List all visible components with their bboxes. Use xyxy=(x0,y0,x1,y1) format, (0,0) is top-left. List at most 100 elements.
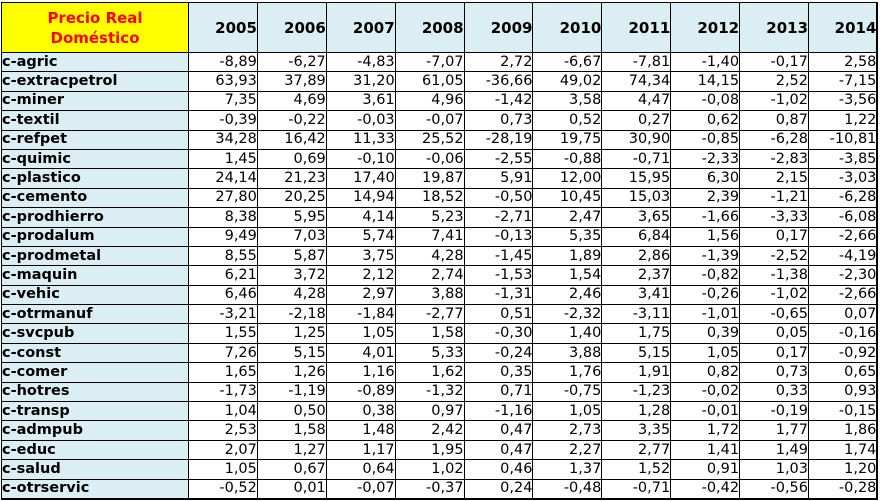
table-row: c-plastico 24,14 21,23 17,40 19,87 5,91 12,00 1… xyxy=(1,168,879,189)
table-cell: 2,42 xyxy=(394,420,465,441)
table-cell: 0,65 xyxy=(808,362,879,383)
table-cell: 11,33 xyxy=(325,129,396,150)
sector-label: c-salud xyxy=(1,459,189,480)
table-row: c-otrservic -0,52 0,01 -0,07 -0,37 0,24 -0,48-… xyxy=(1,478,879,500)
table-cell: 1,05 xyxy=(532,401,603,422)
table-cell: 4,28 xyxy=(394,245,465,267)
table-cell: 1,16 xyxy=(325,362,396,383)
table-cell: 30,90 xyxy=(601,129,672,150)
table-cell: 1,04 xyxy=(188,401,258,422)
table-cell: 37,89 xyxy=(256,71,327,92)
table-cell: 0,01 xyxy=(256,478,327,500)
table-cell: 3,61 xyxy=(325,90,396,112)
sector-label: c-otrservic xyxy=(1,478,189,500)
table-cell: 0,05 xyxy=(739,323,810,344)
table-cell: 0,46 xyxy=(463,459,534,480)
table-cell: 4,69 xyxy=(256,90,327,112)
table-cell: 3,75 xyxy=(325,245,396,267)
table-cell: -0,22 xyxy=(256,110,327,131)
table-cell: 0,17 xyxy=(739,226,810,247)
table-cell: -0,82 xyxy=(670,265,741,286)
table-cell: 14,94 xyxy=(325,187,396,209)
table-cell: 74,34 xyxy=(601,71,672,92)
table-cell: 1,05 xyxy=(670,342,741,364)
table-cell: -1,02 xyxy=(739,284,810,306)
table-cell: 12,00 xyxy=(532,168,603,189)
table-cell: -1,40 xyxy=(670,51,741,73)
table-cell: 1,58 xyxy=(256,420,327,441)
table-cell: 1,41 xyxy=(670,439,741,461)
table-cell: 0,35 xyxy=(463,362,534,383)
table-cell: 0,17 xyxy=(739,342,810,364)
table-cell: 5,15 xyxy=(256,342,327,364)
table-cell: 14,15 xyxy=(670,71,741,92)
table-cell: 0,52 xyxy=(532,110,603,131)
table-row: c-educ 2,07 1,27 1,17 1,95 0,47 2,27 2,77 1,41 1,… xyxy=(1,439,879,461)
table-row: c-comer 1,65 1,26 1,16 1,62 0,35 1,76 1,91 0,82 0… xyxy=(1,362,879,383)
table-cell: 5,87 xyxy=(256,245,327,267)
table-cell: 7,35 xyxy=(188,90,258,112)
table-cell: 1,52 xyxy=(601,459,672,480)
table-cell: 1,40 xyxy=(532,323,603,344)
year-header: 2008 xyxy=(394,2,465,53)
table-cell: -0,01 xyxy=(670,401,741,422)
table-row: c-miner 7,35 4,69 3,61 4,96 -1,42 3,58 4,47 -0,0… xyxy=(1,90,879,112)
sector-label: c-vehic xyxy=(1,284,189,306)
table-cell: -1,53 xyxy=(463,265,534,286)
table-cell: -4,19 xyxy=(808,245,879,267)
table-cell: -2,66 xyxy=(808,226,879,247)
table-cell: 0,62 xyxy=(670,110,741,131)
table-row: c-prodalum 9,49 7,03 5,74 7,41 -0,13 5,35 6,84 1… xyxy=(1,226,879,247)
table-cell: 31,20 xyxy=(325,71,396,92)
table-cell: -10,81 xyxy=(808,129,879,150)
sector-label: c-comer xyxy=(1,362,189,383)
table-cell: 1,55 xyxy=(188,323,258,344)
table-cell: -0,88 xyxy=(532,148,603,170)
table-row: c-vehic 6,46 4,28 2,97 3,88 -1,31 2,46 3,41 -0,2… xyxy=(1,284,879,306)
table-cell: 2,97 xyxy=(325,284,396,306)
table-cell: 1,25 xyxy=(256,323,327,344)
table-cell: 15,95 xyxy=(601,168,672,189)
sector-label: c-const xyxy=(1,342,189,364)
table-cell: 0,69 xyxy=(256,148,327,170)
sector-label: c-textil xyxy=(1,110,189,131)
year-header: 2011 xyxy=(601,2,672,53)
table-cell: 3,58 xyxy=(532,90,603,112)
table-cell: -1,38 xyxy=(739,265,810,286)
table-cell: 61,05 xyxy=(394,71,465,92)
table-cell: 2,39 xyxy=(670,187,741,209)
table-cell: 2,15 xyxy=(739,168,810,189)
sector-label: c-educ xyxy=(1,439,189,461)
table-cell: -6,67 xyxy=(532,51,603,73)
table-cell: -0,07 xyxy=(325,478,396,500)
sector-label: c-extracpetrol xyxy=(1,71,189,92)
table-cell: 0,73 xyxy=(463,110,534,131)
table-cell: -1,84 xyxy=(325,304,396,325)
table-cell: -3,11 xyxy=(601,304,672,325)
table-cell: 24,14 xyxy=(188,168,258,189)
table-cell: 1,20 xyxy=(808,459,879,480)
table-cell: -0,42 xyxy=(670,478,741,500)
sector-label: c-plastico xyxy=(1,168,189,189)
table-cell: 3,72 xyxy=(256,265,327,286)
sector-label: c-otrmanuf xyxy=(1,304,189,325)
year-header: 2013 xyxy=(739,2,810,53)
table-cell: -0,16 xyxy=(808,323,879,344)
table-cell: 0,38 xyxy=(325,401,396,422)
table-cell: 7,41 xyxy=(394,226,465,247)
table-cell: -1,31 xyxy=(463,284,534,306)
table-cell: -3,85 xyxy=(808,148,879,170)
table-row: c-prodmetal 8,55 5,87 3,75 4,28 -1,45 1,89 2,86… xyxy=(1,245,879,267)
table-cell: -0,71 xyxy=(601,148,672,170)
table-cell: -6,28 xyxy=(808,187,879,209)
table-cell: 1,58 xyxy=(394,323,465,344)
table-cell: 1,22 xyxy=(808,110,879,131)
table-cell: 2,73 xyxy=(532,420,603,441)
table-row: c-hotres -1,73 -1,19 -0,89 -1,32 0,71 -0,75 -1,… xyxy=(1,381,879,403)
table-cell: -0,92 xyxy=(808,342,879,364)
table-cell: 3,88 xyxy=(394,284,465,306)
table-cell: -2,18 xyxy=(256,304,327,325)
table-cell: -0,39 xyxy=(188,110,258,131)
table-row: c-cemento 27,80 20,25 14,94 18,52 -0,50 10,45 1… xyxy=(1,187,879,209)
table-cell: 8,38 xyxy=(188,207,258,228)
